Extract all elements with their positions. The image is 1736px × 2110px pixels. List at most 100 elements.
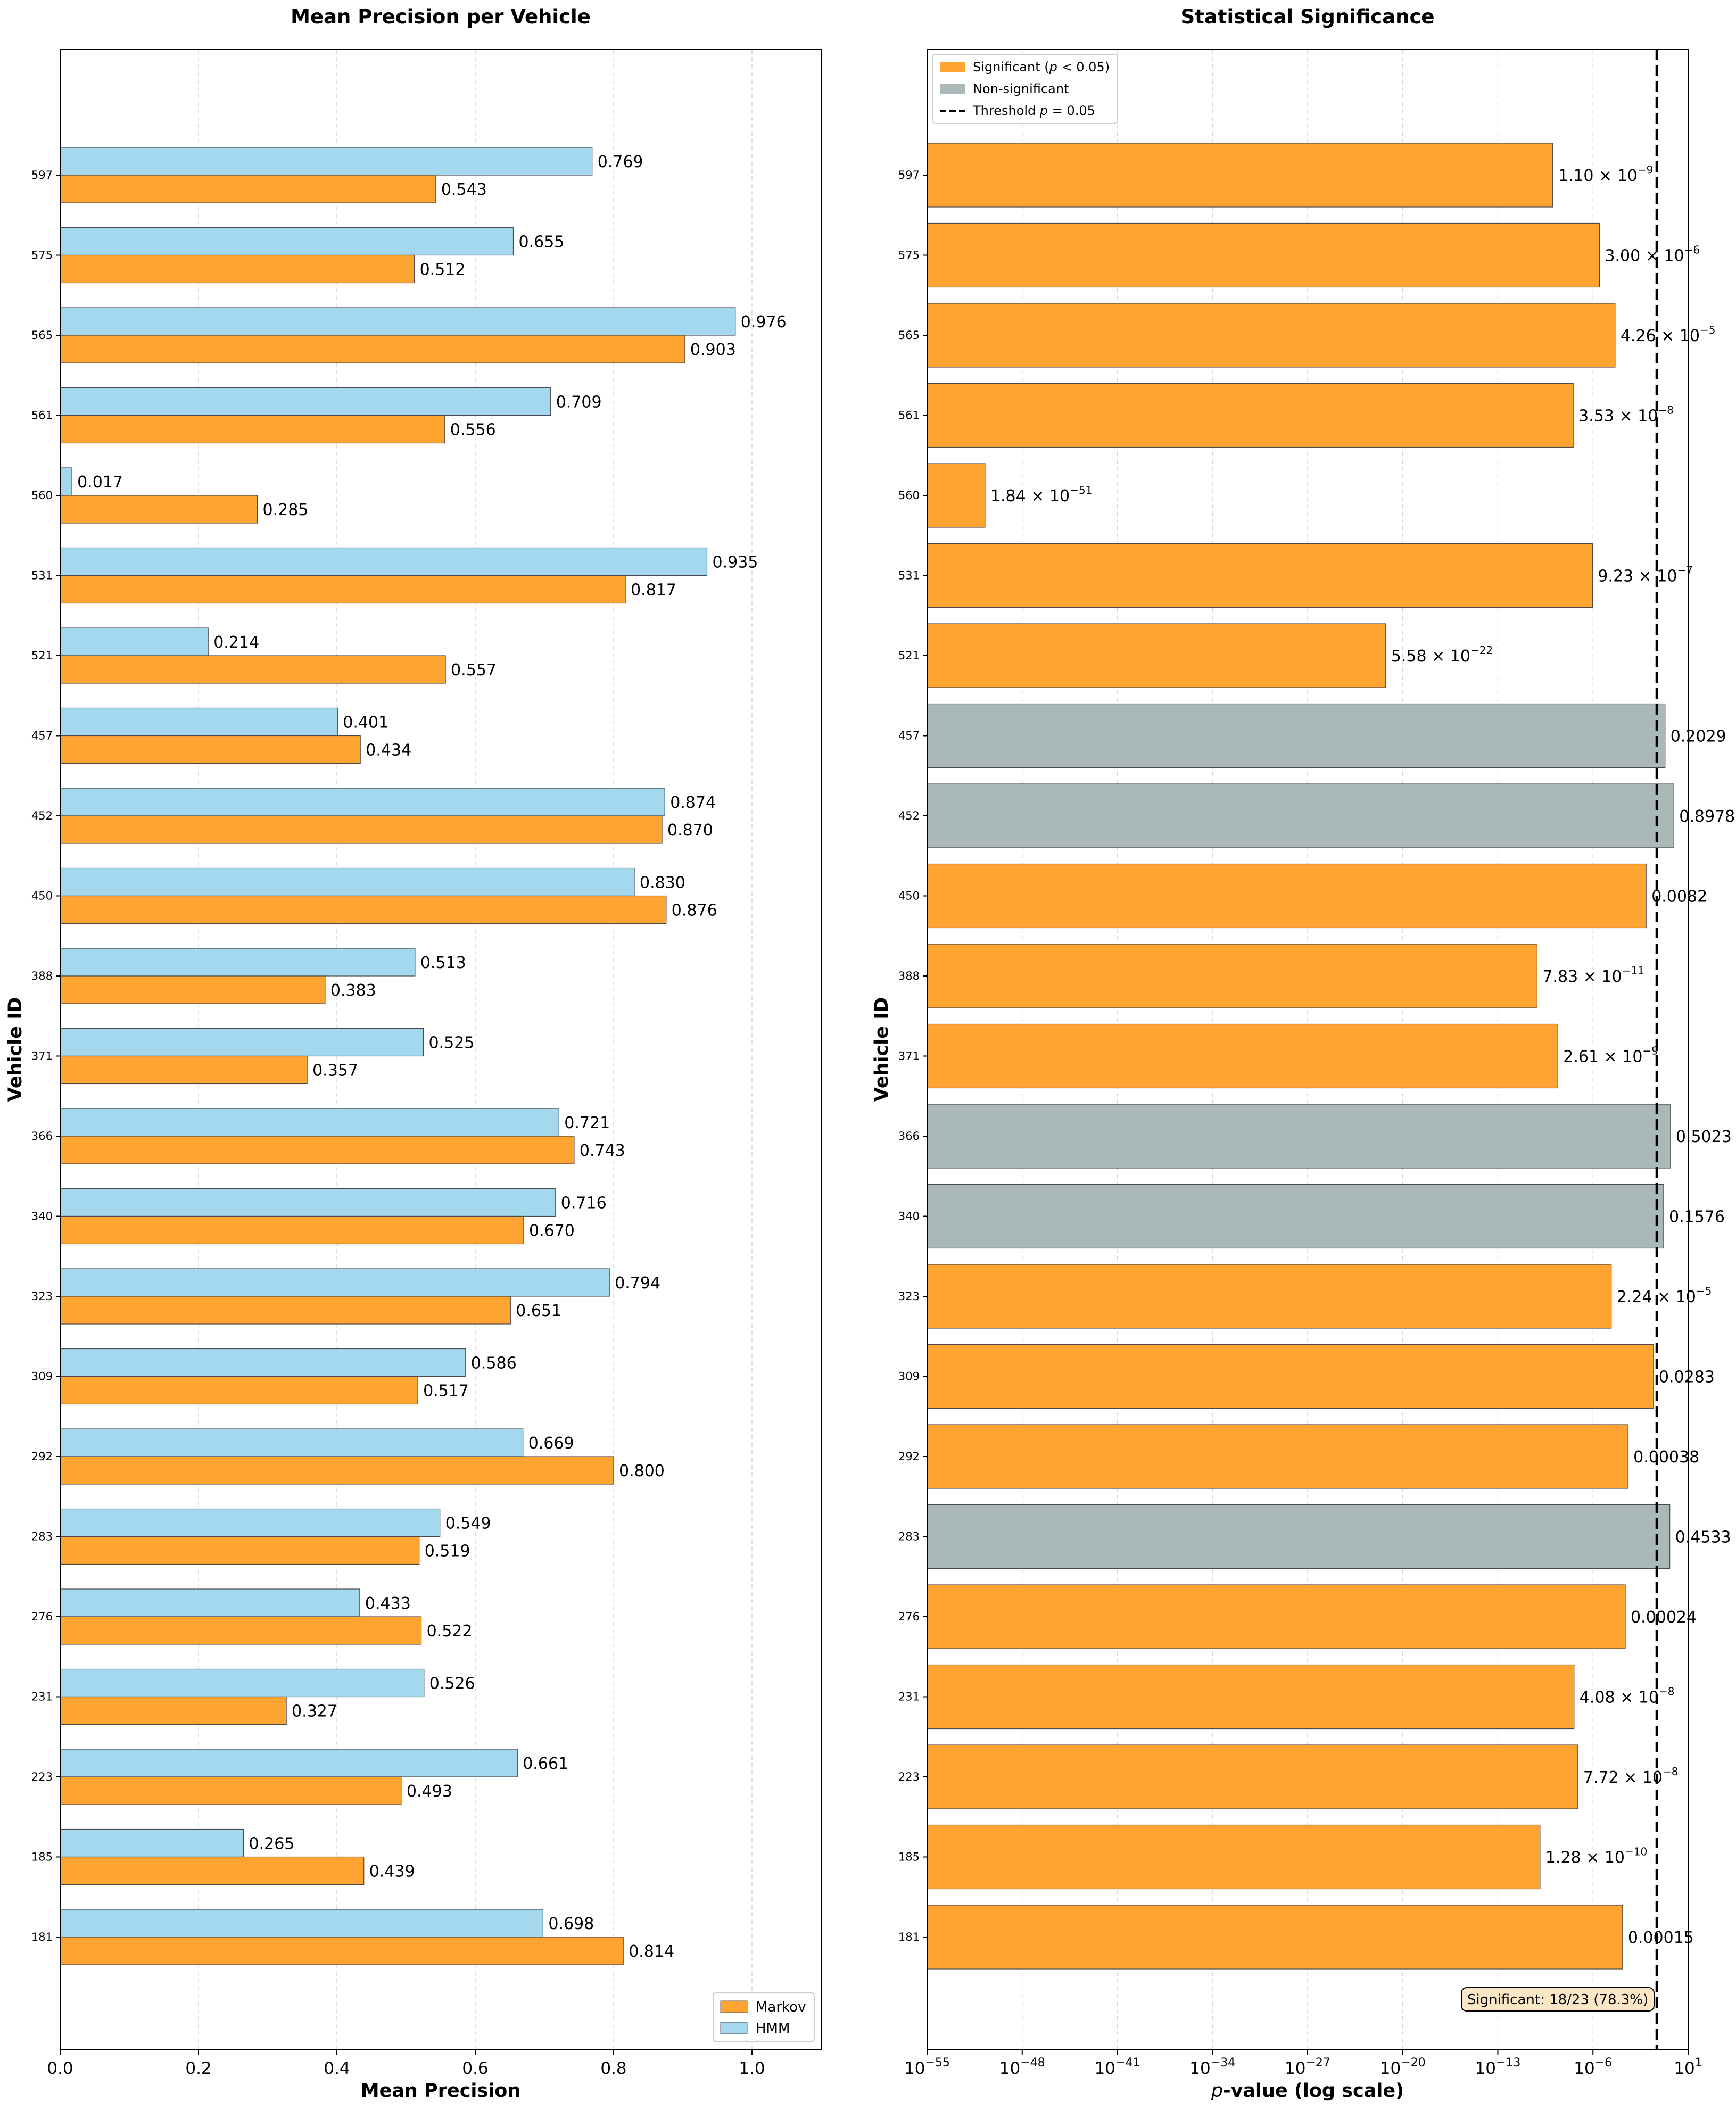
bar-markov: [60, 895, 667, 924]
legend-swatch-nonsignificant: [940, 84, 965, 94]
bar-label-hmm: 0.265: [249, 1835, 295, 1854]
legend-swatch-significant: [940, 62, 965, 72]
precision-x-tick-label: 0.8: [600, 2059, 626, 2078]
legend-label-nonsignificant: Non-significant: [973, 81, 1069, 96]
bar-hmm: [60, 147, 593, 176]
significance-y-tick-label: 565: [898, 329, 920, 342]
bar-markov: [60, 575, 626, 604]
bar-label-pvalue: 3.53 × 10−8: [1578, 404, 1674, 426]
x-label-rest: -value (log scale): [1223, 2080, 1404, 2101]
significance-y-tick-label: 561: [898, 409, 920, 422]
bar-label-hmm: 0.769: [598, 153, 643, 171]
precision-y-tick-label: 457: [31, 730, 53, 742]
bar-label-pvalue: 2.24 × 10−5: [1617, 1285, 1712, 1306]
bar-significant: [927, 944, 1538, 1008]
bar-hmm: [60, 1749, 518, 1777]
precision-y-tick-label: 452: [31, 809, 53, 822]
bar-hmm: [60, 1668, 425, 1698]
bar-hmm: [60, 1108, 559, 1137]
significance-y-tick-label: 388: [898, 970, 920, 982]
precision-x-tick-label: 0.2: [185, 2059, 211, 2078]
bar-label-markov: 0.556: [450, 421, 496, 440]
significance-x-tick-label: 10−41: [1095, 2056, 1140, 2078]
bar-label-markov: 0.543: [441, 180, 487, 199]
bar-label-hmm: 0.401: [343, 714, 388, 732]
significance-y-tick-label: 450: [898, 890, 920, 903]
bar-markov: [60, 335, 685, 363]
bar-markov: [60, 1696, 287, 1725]
bar-nonsignificant: [927, 1104, 1671, 1169]
bar-label-hmm: 0.526: [429, 1675, 475, 1693]
significance-x-tick-label: 10−20: [1380, 2056, 1426, 2078]
bar-hmm: [60, 1428, 524, 1457]
bar-label-hmm: 0.586: [471, 1354, 517, 1373]
precision-y-tick-label: 292: [31, 1450, 53, 1463]
bar-markov: [60, 415, 445, 444]
bar-hmm: [60, 627, 209, 656]
bar-label-pvalue: 4.08 × 10−8: [1580, 1685, 1675, 1707]
bar-label-pvalue: 7.72 × 10−8: [1583, 1765, 1679, 1787]
precision-y-tick-label: 531: [31, 569, 53, 582]
precision-y-axis-label: Vehicle ID: [5, 997, 26, 1102]
bar-label-markov: 0.870: [667, 821, 713, 840]
bar-hmm: [60, 1828, 244, 1858]
precision-y-tick-label: 181: [31, 1931, 53, 1943]
bar-significant: [927, 1424, 1628, 1489]
significance-y-tick-label: 340: [898, 1210, 920, 1223]
significance-y-tick-label: 531: [898, 569, 920, 582]
significance-summary: Significant: 18/23 (78.3%): [1461, 1987, 1655, 2012]
significance-legend-box: [932, 54, 1118, 124]
bar-label-hmm: 0.716: [561, 1194, 607, 1213]
legend-label-threshold: Threshold p = 0.05: [972, 103, 1095, 118]
bar-label-hmm: 0.830: [640, 874, 685, 892]
bar-markov: [60, 655, 446, 684]
bar-markov: [60, 1937, 624, 1965]
bar-significant: [927, 1744, 1578, 1809]
significance-y-tick-label: 521: [898, 649, 920, 662]
bar-label-pvalue: 0.0082: [1651, 888, 1707, 906]
significance-y-tick-label: 371: [898, 1050, 920, 1063]
bar-significant: [927, 1264, 1612, 1329]
bar-markov: [60, 1776, 402, 1805]
bar-significant: [927, 1664, 1575, 1730]
bar-label-markov: 0.517: [423, 1382, 469, 1401]
significance-x-axis-label: p-value (log scale): [1211, 2080, 1404, 2101]
bar-label-hmm: 0.935: [713, 553, 758, 572]
bar-label-markov: 0.285: [263, 501, 309, 519]
precision-y-tick-label: 575: [31, 249, 53, 262]
precision-x-axis-label: Mean Precision: [361, 2080, 520, 2101]
legend-label-markov: Markov: [756, 1999, 806, 2015]
bar-hmm: [60, 948, 416, 977]
bar-hmm: [60, 227, 514, 256]
significance-x-ticks: 10−55 10−48 10−41 10−34 10−27 10−20 10−13 10−6 1…: [904, 2049, 1702, 2078]
bar-significant: [927, 1344, 1654, 1409]
significance-x-tick-label: 10−13: [1475, 2056, 1521, 2078]
bar-label-markov: 0.670: [529, 1222, 575, 1240]
bar-significant: [927, 222, 1600, 288]
significance-x-tick-label: 10−55: [904, 2056, 950, 2078]
bar-label-hmm: 0.721: [564, 1114, 610, 1132]
precision-y-tick-label: 323: [31, 1290, 53, 1303]
bar-markov: [60, 815, 663, 844]
precision-y-tick-label: 223: [31, 1770, 53, 1783]
significance-y-tick-label: 560: [898, 489, 920, 502]
bar-label-hmm: 0.669: [528, 1434, 574, 1453]
bar-markov: [60, 1376, 418, 1405]
significance-y-tick-label: 223: [898, 1770, 920, 1783]
precision-chart: 0.698 0.814 0.265 0.439 0.661 0.493 0.526 0.327…: [5, 5, 822, 2101]
precision-y-tick-label: 371: [31, 1050, 53, 1063]
bar-hmm: [60, 307, 736, 336]
significance-x-tick-label: 10−6: [1574, 2056, 1612, 2078]
bar-label-pvalue: 0.0283: [1659, 1368, 1715, 1387]
bar-label-hmm: 0.709: [556, 393, 602, 412]
significance-y-tick-label: 185: [898, 1851, 920, 1864]
significance-y-tick-label: 309: [898, 1370, 920, 1383]
precision-y-tick-label: 185: [31, 1851, 53, 1864]
summary-text: Significant: 18/23 (78.3%): [1467, 1992, 1648, 2008]
significance-y-tick-label: 366: [898, 1130, 920, 1143]
precision-y-tick-label: 388: [31, 970, 53, 982]
significance-y-tick-label: 597: [898, 169, 920, 181]
precision-chart-title: Mean Precision per Vehicle: [291, 5, 591, 28]
precision-y-tick-label: 340: [31, 1210, 53, 1223]
bar-label-pvalue: 1.28 × 10−10: [1545, 1846, 1647, 1867]
